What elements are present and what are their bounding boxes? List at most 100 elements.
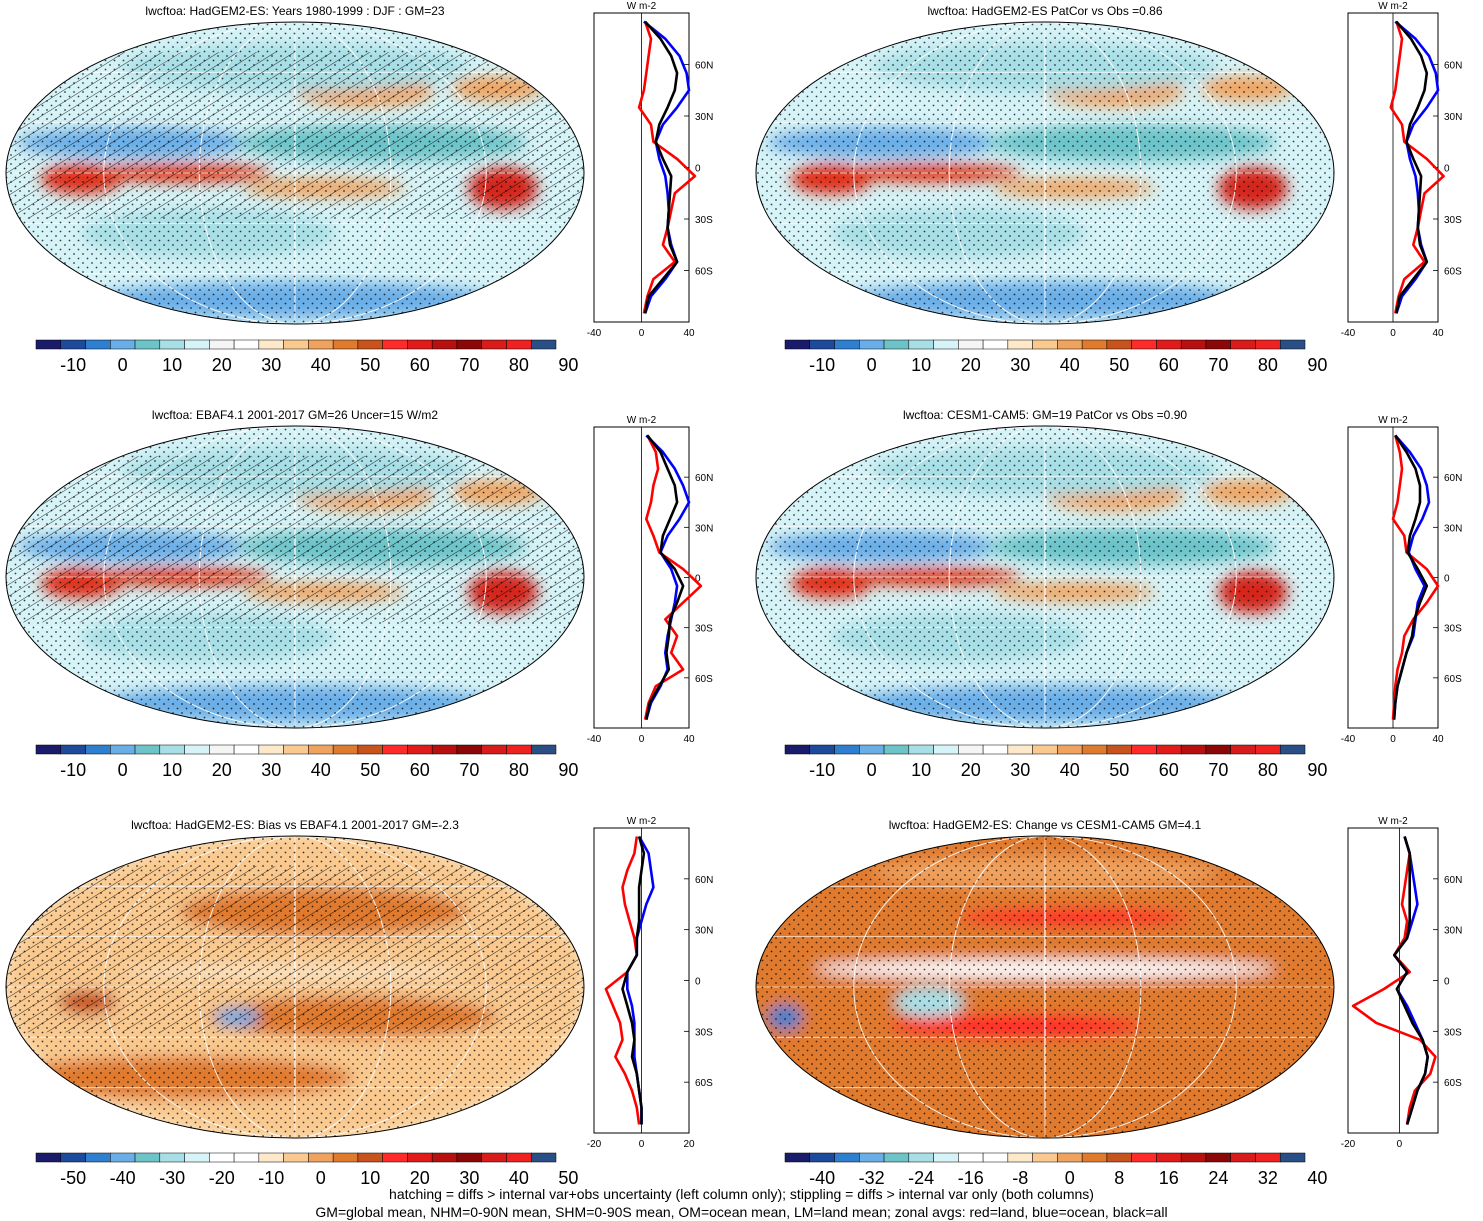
colorbar-swatch: [1180, 339, 1207, 350]
x-tick-label: 0: [1397, 1139, 1403, 1150]
colorbar-swatch: [456, 744, 482, 755]
colorbar-swatch: [1057, 1152, 1083, 1163]
colorbar: -40 -32 -24 -16 -8 0 8 16 24 32 40: [784, 1152, 1327, 1188]
colorbar-swatch: [1180, 744, 1207, 755]
x-tick-label: 20: [683, 1139, 695, 1150]
colorbar-swatch: [332, 744, 359, 755]
lat-tick-label: 30N: [1444, 112, 1462, 123]
colorbar-tick-label: 0: [1065, 1168, 1075, 1188]
colorbar-swatch: [481, 339, 507, 350]
colorbar-tick-label: -20: [209, 1168, 235, 1188]
series-land: [1389, 21, 1445, 314]
colorbar-tick-label: 20: [410, 1168, 430, 1188]
series-ocean: [645, 434, 691, 720]
lat-tick-label: 60S: [695, 674, 713, 685]
colorbar-swatch: [134, 339, 161, 350]
colorbar-tick-label: -40: [809, 1168, 835, 1188]
lat-tick-label: 0: [695, 977, 701, 988]
colorbar-tick-label: 20: [212, 760, 232, 780]
map-border: [5, 425, 585, 729]
colorbar-swatch: [85, 1152, 111, 1163]
colorbar-swatch: [933, 339, 959, 350]
map-border: [755, 425, 1335, 729]
colorbar-swatch: [332, 1152, 359, 1163]
colorbar-swatch: [1279, 339, 1306, 350]
footer-note-legend: GM=global mean, NHM=0-90N mean, SHM=0-90…: [315, 1204, 1168, 1220]
x-tick-label: 0: [1390, 328, 1396, 339]
colorbar-tick-label: -8: [1012, 1168, 1028, 1188]
colorbar-tick-label: 60: [410, 760, 430, 780]
panel-title: lwcftoa: HadGEM2-ES: Change vs CESM1-CAM…: [889, 818, 1202, 832]
colorbar-swatch: [859, 744, 885, 755]
x-tick-label: 0: [639, 1139, 645, 1150]
colorbar-swatch: [1205, 744, 1231, 755]
colorbar-tick-label: 70: [1208, 355, 1228, 375]
colorbar-swatch: [382, 339, 408, 350]
map: [6, 836, 584, 1138]
colorbar-swatch: [1279, 744, 1306, 755]
colorbar-tick-label: 70: [459, 355, 479, 375]
lat-tick-label: 0: [695, 164, 701, 175]
colorbar-tick-label: -24: [908, 1168, 934, 1188]
colorbar-tick-label: 40: [1060, 760, 1080, 780]
colorbar-swatch: [308, 339, 334, 350]
lat-tick-label: 60N: [695, 473, 713, 484]
colorbar-swatch: [357, 339, 383, 350]
colorbar-swatch: [530, 1152, 557, 1163]
colorbar-tick-label: 10: [162, 760, 182, 780]
x-tick-label: -40: [1341, 734, 1356, 745]
colorbar-swatch: [159, 339, 185, 350]
colorbar-swatch: [1106, 339, 1132, 350]
colorbar-swatch: [784, 339, 811, 350]
lat-tick-label: 60N: [1444, 473, 1462, 484]
colorbar-swatch: [1032, 1152, 1058, 1163]
colorbar-tick-label: 32: [1258, 1168, 1278, 1188]
colorbar-tick-label: 0: [118, 355, 128, 375]
colorbar-tick-label: -40: [110, 1168, 136, 1188]
colorbar-swatch: [784, 744, 811, 755]
colorbar-swatch: [506, 339, 532, 350]
colorbar-swatch: [859, 1152, 885, 1163]
colorbar-swatch: [431, 744, 458, 755]
hatching: [6, 52, 584, 219]
panel-2: lwcftoa: HadGEM2-ES PatCor vs Obs =0.86 -…: [755, 1, 1462, 375]
panel-5: lwcftoa: HadGEM2-ES: Bias vs EBAF4.1 200…: [5, 816, 713, 1188]
colorbar-tick-label: 20: [212, 355, 232, 375]
colorbar-swatch: [933, 744, 959, 755]
lat-tick-label: 30S: [1444, 624, 1462, 635]
colorbar-swatch: [1230, 339, 1256, 350]
colorbar-tick-label: 80: [1258, 760, 1278, 780]
panel-title: lwcftoa: HadGEM2-ES: Bias vs EBAF4.1 200…: [131, 818, 459, 832]
colorbar-swatch: [1007, 1152, 1033, 1163]
series-land: [1391, 435, 1440, 720]
colorbar-swatch: [357, 1152, 383, 1163]
colorbar-swatch: [1205, 1152, 1231, 1163]
lat-tick-label: 30S: [1444, 215, 1462, 226]
zonal-mean-plot: W m-2 -20 0 60N 30N 0 30S 60S: [1341, 816, 1463, 1150]
x-tick-label: 0: [1390, 734, 1396, 745]
colorbar-tick-label: 40: [1307, 1168, 1327, 1188]
colorbar: -10 0 10 20 30 40 50 60 70 80 90: [784, 744, 1327, 780]
colorbar-swatch: [908, 744, 934, 755]
colorbar-swatch: [431, 339, 458, 350]
stippling: [756, 22, 1334, 324]
series-all: [1395, 20, 1429, 314]
lat-tick-label: 0: [1444, 574, 1450, 585]
lat-tick-label: 60S: [1444, 1078, 1462, 1089]
colorbar-swatch: [134, 1152, 161, 1163]
colorbar-tick-label: 50: [360, 355, 380, 375]
colorbar-swatch: [1081, 339, 1108, 350]
colorbar-swatch: [1230, 1152, 1256, 1163]
colorbar-swatch: [481, 744, 507, 755]
colorbar-swatch: [530, 339, 557, 350]
lat-tick-label: 60N: [1444, 61, 1462, 72]
colorbar-swatch: [283, 744, 309, 755]
colorbar-swatch: [184, 744, 210, 755]
colorbar-tick-label: 70: [459, 760, 479, 780]
colorbar-tick-label: 60: [1159, 355, 1179, 375]
x-tick-label: 40: [683, 734, 695, 745]
colorbar-tick-label: 40: [509, 1168, 529, 1188]
colorbar-tick-label: 20: [961, 355, 981, 375]
unit-label: W m-2: [1378, 1, 1408, 12]
